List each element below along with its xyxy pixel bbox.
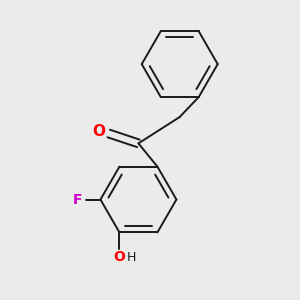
Text: H: H: [126, 251, 136, 264]
Text: F: F: [73, 193, 82, 206]
Text: O: O: [92, 124, 105, 139]
Text: O: O: [113, 250, 125, 264]
